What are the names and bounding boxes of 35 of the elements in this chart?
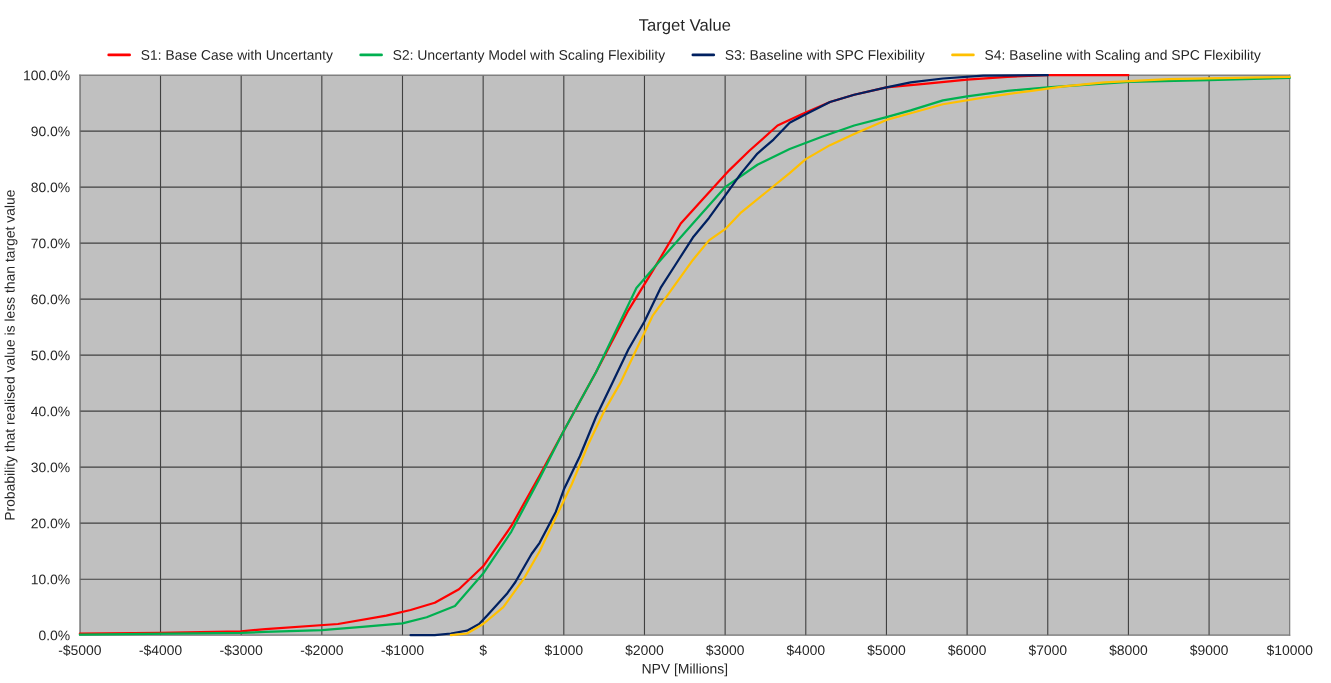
x-axis-title: NPV [Millions]: [642, 663, 728, 677]
x-tick-label: $9000: [1189, 644, 1228, 656]
x-tick-label: $2000: [625, 644, 664, 656]
y-tick-label: 60.0%: [31, 294, 70, 305]
x-tick-label: $1000: [544, 644, 583, 656]
line-series: [409, 74, 1049, 637]
y-axis-title: Probability that realised value is less than target value: [4, 190, 18, 520]
legend-label: S2: Uncertanty Model with Scaling Flexibility: [393, 49, 666, 63]
x-tick-label: $: [479, 644, 487, 656]
x-tick-label: $7000: [1028, 644, 1067, 656]
y-tick-label: 0.0%: [39, 630, 70, 641]
x-tick-label: $6000: [947, 644, 986, 656]
y-tick-label: 20.0%: [31, 518, 70, 529]
legend-label: S3: Baseline with SPC Flexibility: [725, 49, 925, 63]
x-tick-label: $4000: [786, 644, 825, 656]
y-tick-label: 90.0%: [31, 126, 70, 137]
y-tick-label: 70.0%: [31, 238, 70, 249]
x-tick-label: $3000: [705, 644, 744, 656]
x-tick-label: -$5000: [58, 644, 101, 656]
x-tick-label: $8000: [1109, 644, 1148, 656]
x-tick-label: $10000: [1266, 644, 1313, 656]
x-tick-label: $5000: [867, 644, 906, 656]
y-tick-label: 50.0%: [31, 350, 70, 361]
legend-label: S1: Base Case with Uncertanty: [141, 49, 333, 63]
x-tick-label: -$3000: [220, 644, 263, 656]
y-tick-label: 10.0%: [31, 574, 70, 585]
legend-label: S4: Baseline with Scaling and SPC Flexibility: [985, 49, 1261, 63]
y-tick-label: 80.0%: [31, 182, 70, 193]
x-tick-label: -$2000: [300, 644, 343, 656]
y-tick-label: 30.0%: [31, 462, 70, 473]
x-tick-label: -$1000: [381, 644, 424, 656]
chart-title: Target Value: [639, 18, 731, 35]
x-tick-label: -$4000: [139, 644, 182, 656]
y-tick-label: 100.0%: [24, 70, 70, 81]
y-tick-label: 40.0%: [31, 406, 70, 417]
